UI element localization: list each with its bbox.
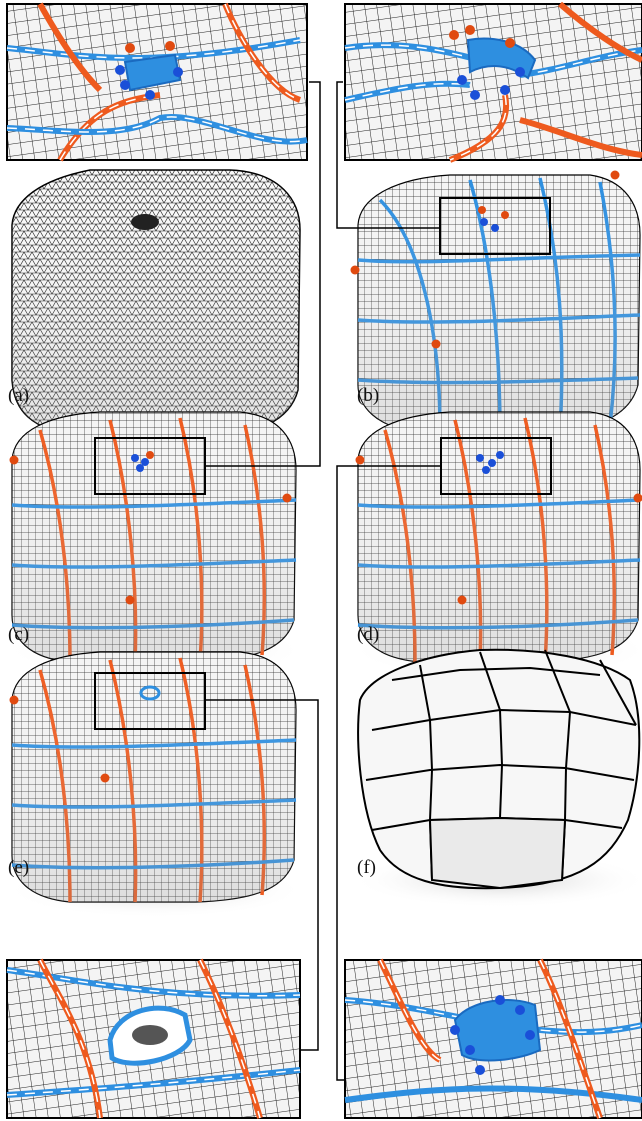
singularity-marker bbox=[505, 38, 515, 48]
singularity-marker bbox=[115, 65, 125, 75]
label-c: (c) bbox=[8, 624, 29, 645]
singularity-marker bbox=[515, 67, 525, 77]
singularity-marker bbox=[500, 85, 510, 95]
inset-top-left bbox=[6, 2, 308, 162]
label-a: (a) bbox=[8, 385, 29, 406]
inset-top-right bbox=[344, 1, 642, 163]
panel-a bbox=[10, 169, 310, 439]
panel-e bbox=[5, 651, 319, 1051]
singularity-marker bbox=[173, 67, 183, 77]
singularity-marker bbox=[449, 30, 459, 40]
inset-bottom-right bbox=[344, 958, 642, 1119]
singularity-marker bbox=[457, 75, 467, 85]
label-f: (f) bbox=[357, 857, 376, 878]
label-e: (e) bbox=[8, 857, 29, 878]
inset-bottom-left bbox=[6, 958, 301, 1119]
panel-c bbox=[5, 81, 321, 678]
panel-f bbox=[350, 648, 642, 908]
singularity-marker bbox=[470, 90, 480, 100]
singularity-marker bbox=[125, 43, 135, 53]
singularity-marker bbox=[120, 80, 130, 90]
singularity-marker bbox=[165, 41, 175, 51]
label-d: (d) bbox=[357, 624, 379, 645]
singularity-marker bbox=[145, 90, 155, 100]
label-b: (b) bbox=[357, 385, 379, 406]
singularity-marker bbox=[465, 25, 475, 35]
